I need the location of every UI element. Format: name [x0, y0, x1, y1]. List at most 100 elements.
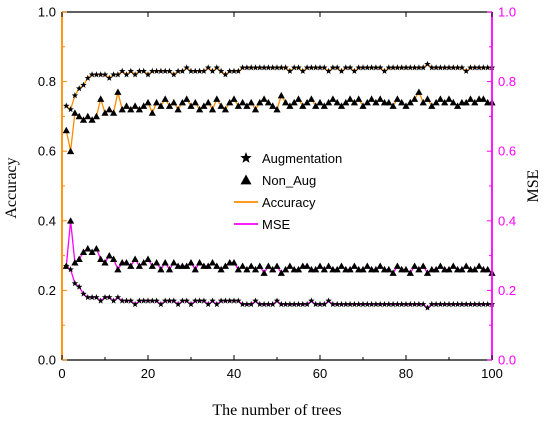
y-tick-label-left: 0.2	[38, 283, 56, 298]
data-point-accuracy-triangle	[67, 147, 75, 155]
data-point-accuracy-triangle	[174, 105, 182, 113]
data-point-mse-triangle	[191, 265, 199, 273]
data-point-mse-star	[321, 300, 328, 308]
data-point-accuracy-triangle	[449, 98, 457, 106]
data-point-accuracy-triangle	[256, 98, 264, 106]
data-point-mse-triangle	[432, 265, 440, 273]
data-point-accuracy-triangle	[355, 95, 363, 102]
data-point-mse-star	[450, 300, 457, 308]
data-point-mse-star	[437, 300, 444, 308]
data-point-mse-star	[192, 297, 199, 304]
data-point-mse-star	[355, 300, 362, 308]
data-point-mse-triangle	[204, 262, 212, 269]
data-point-mse-triangle	[372, 265, 380, 273]
data-point-accuracy-star	[80, 81, 87, 88]
data-point-mse-triangle	[79, 248, 88, 255]
data-point-mse-star	[230, 297, 238, 304]
data-point-accuracy-triangle	[372, 98, 380, 106]
data-point-accuracy-star	[123, 71, 130, 78]
data-point-mse-triangle	[213, 262, 221, 269]
data-point-mse-triangle	[234, 265, 242, 273]
data-point-mse-star	[243, 300, 251, 308]
data-point-mse-star	[441, 300, 448, 308]
data-point-mse-star	[166, 297, 173, 304]
data-point-accuracy-triangle	[282, 98, 290, 106]
data-point-accuracy-triangle	[294, 95, 303, 102]
data-point-mse-star	[376, 300, 384, 308]
data-point-mse-star	[235, 297, 242, 304]
data-point-mse-triangle	[75, 255, 83, 262]
data-point-accuracy-triangle	[479, 95, 487, 102]
data-point-accuracy-triangle	[454, 102, 462, 109]
data-point-accuracy-triangle	[329, 95, 337, 102]
data-point-accuracy-triangle	[445, 95, 453, 102]
data-point-accuracy-star	[394, 64, 401, 71]
data-point-accuracy-star	[389, 64, 397, 71]
data-point-accuracy-triangle	[110, 109, 118, 116]
data-point-mse-star	[247, 300, 255, 308]
data-point-accuracy-triangle	[325, 98, 333, 106]
data-point-mse-star	[252, 297, 259, 304]
data-point-mse-triangle	[363, 262, 371, 269]
data-point-accuracy-star	[359, 64, 367, 71]
data-point-accuracy-star	[475, 64, 483, 71]
data-point-accuracy-star	[325, 67, 332, 74]
data-point-mse-star	[256, 300, 264, 308]
data-point-mse-triangle	[165, 265, 174, 273]
data-point-mse-triangle	[411, 262, 419, 269]
data-point-accuracy-triangle	[316, 98, 324, 106]
data-point-accuracy-triangle	[140, 102, 148, 109]
data-point-mse-triangle	[445, 265, 453, 273]
data-point-accuracy-star	[131, 71, 139, 78]
data-point-mse-triangle	[153, 258, 161, 266]
data-point-mse-triangle	[260, 269, 268, 276]
data-point-mse-triangle	[170, 258, 178, 266]
data-point-accuracy-triangle	[157, 102, 165, 109]
data-point-accuracy-star	[411, 64, 418, 71]
data-point-mse-star	[239, 300, 246, 308]
data-point-accuracy-triangle	[286, 102, 294, 109]
data-point-accuracy-star	[303, 64, 311, 71]
y-tick-label-right: 0.4	[498, 213, 516, 228]
data-point-mse-triangle	[243, 265, 251, 273]
data-point-mse-triangle	[385, 265, 393, 273]
data-point-mse-triangle	[187, 258, 195, 266]
data-point-mse-star	[222, 297, 229, 304]
data-point-accuracy-star	[407, 64, 414, 71]
legend-symbol-triangle	[240, 174, 252, 185]
data-point-accuracy-triangle	[239, 98, 247, 106]
data-point-accuracy-star	[295, 64, 302, 71]
data-point-mse-star	[209, 297, 216, 304]
data-point-accuracy-star	[368, 64, 375, 71]
data-point-mse-triangle	[406, 269, 414, 276]
y-tick-label-left: 1.0	[38, 5, 56, 20]
data-point-mse-star	[63, 262, 70, 269]
data-point-mse-triangle	[135, 262, 143, 269]
data-point-accuracy-triangle	[419, 98, 427, 106]
data-point-accuracy-triangle	[204, 98, 212, 106]
data-point-accuracy-star	[140, 67, 147, 74]
data-point-mse-star	[140, 297, 147, 304]
data-point-mse-star	[342, 300, 350, 308]
data-point-mse-triangle	[282, 265, 290, 273]
y-tick-label-left: 0.0	[38, 353, 56, 368]
data-point-accuracy-triangle	[101, 109, 109, 116]
data-point-accuracy-triangle	[243, 102, 251, 109]
y-axis-title-left: Accuracy	[3, 157, 20, 218]
data-point-accuracy-star	[278, 64, 285, 71]
data-point-mse-triangle	[101, 258, 109, 266]
data-point-accuracy-triangle	[170, 98, 178, 106]
data-point-mse-star	[385, 300, 393, 308]
data-point-accuracy-triangle	[260, 95, 268, 102]
data-point-accuracy-triangle	[359, 102, 367, 109]
data-point-mse-star	[170, 297, 178, 304]
data-point-mse-star	[351, 300, 358, 308]
data-point-accuracy-star	[282, 64, 289, 71]
data-point-mse-triangle	[273, 262, 281, 269]
data-point-accuracy-triangle	[71, 109, 79, 116]
data-point-accuracy-star	[338, 67, 345, 74]
data-point-mse-triangle	[402, 265, 410, 273]
data-point-accuracy-star	[213, 64, 221, 71]
data-point-accuracy-star	[84, 74, 92, 81]
